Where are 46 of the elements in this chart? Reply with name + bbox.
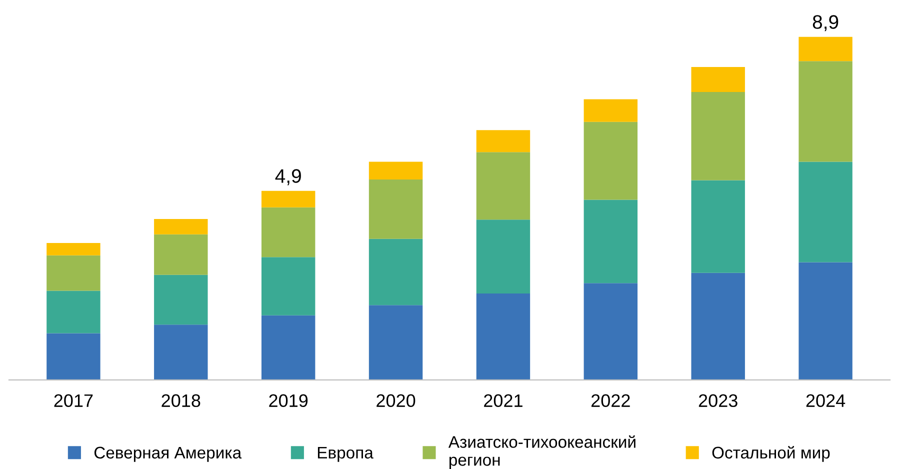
bar <box>261 257 316 316</box>
bar <box>368 305 423 380</box>
bar <box>154 218 208 234</box>
bar <box>691 180 745 273</box>
bar <box>476 220 530 294</box>
bar <box>584 99 638 122</box>
x-tick-label: 2020 <box>376 394 416 408</box>
bar <box>154 324 208 380</box>
bar <box>46 290 100 334</box>
x-tick-label: 2021 <box>484 394 522 408</box>
bar <box>46 255 100 291</box>
x-tick-label: 2019 <box>269 394 308 408</box>
bar <box>154 234 208 275</box>
bar <box>46 333 100 380</box>
bar <box>368 180 423 239</box>
legend-label: Европа <box>318 446 374 462</box>
x-tick-label: 2024 <box>806 394 846 408</box>
bar <box>476 152 530 220</box>
bar <box>476 293 530 380</box>
bar <box>798 61 852 162</box>
x-tick-label: 2017 <box>54 394 93 408</box>
bar <box>46 243 100 256</box>
legend-label: Остальной мир <box>712 446 830 462</box>
bar <box>584 200 638 284</box>
annotation: 4,9 <box>275 169 301 186</box>
x-tick-label: 2022 <box>591 394 630 408</box>
x-tick-label: 2023 <box>698 394 738 408</box>
bar <box>798 36 852 62</box>
x-tick-label: 2018 <box>162 394 200 408</box>
bar <box>368 162 423 180</box>
bar <box>368 238 423 306</box>
annotation: 8,9 <box>812 15 838 32</box>
legend-label: Северная Америка <box>94 446 242 462</box>
bar <box>691 67 745 92</box>
legend-label: Азиатско-тихоокеанский регион <box>448 435 636 469</box>
bar <box>261 207 316 258</box>
bar <box>798 162 852 262</box>
bar <box>584 122 638 200</box>
bar <box>261 190 316 208</box>
bar <box>261 315 316 380</box>
bar <box>798 262 852 380</box>
bar <box>476 130 530 152</box>
bar <box>584 283 638 380</box>
bar <box>691 92 745 180</box>
bar <box>154 274 208 325</box>
bar <box>691 272 745 380</box>
